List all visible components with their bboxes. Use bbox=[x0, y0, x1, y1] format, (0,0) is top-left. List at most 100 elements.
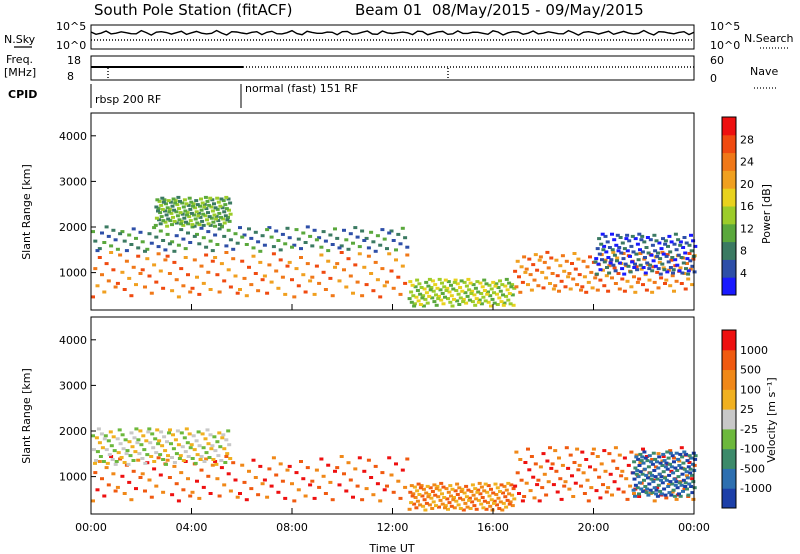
range-cell bbox=[580, 450, 585, 454]
range-cell bbox=[663, 242, 668, 246]
range-cell bbox=[202, 205, 207, 209]
range-cell bbox=[520, 280, 525, 284]
range-cell bbox=[398, 496, 403, 500]
range-cell bbox=[688, 259, 693, 263]
range-cell bbox=[489, 304, 493, 308]
range-cell bbox=[449, 294, 454, 298]
range-cell bbox=[217, 211, 222, 215]
range-cell bbox=[551, 483, 556, 487]
nave-label: Nave bbox=[750, 65, 778, 78]
range-cell bbox=[110, 458, 115, 461]
range-cell bbox=[493, 482, 498, 486]
range-cell bbox=[457, 486, 462, 490]
range-cell bbox=[95, 450, 100, 454]
range-cell bbox=[145, 453, 150, 457]
range-cell bbox=[317, 236, 322, 240]
range-cell bbox=[681, 489, 685, 493]
range-cell bbox=[129, 498, 134, 502]
range-cell bbox=[190, 490, 195, 494]
range-cell bbox=[479, 485, 484, 489]
range-cell bbox=[161, 458, 166, 461]
range-cell bbox=[206, 222, 211, 226]
range-cell bbox=[400, 468, 405, 472]
range-cell bbox=[648, 471, 653, 475]
range-cell bbox=[222, 279, 227, 283]
range-cell bbox=[607, 271, 612, 275]
range-cell bbox=[408, 490, 413, 494]
range-cell bbox=[444, 289, 449, 292]
range-cell bbox=[228, 489, 233, 493]
range-cell bbox=[670, 482, 675, 486]
power-scatter bbox=[91, 195, 698, 308]
range-cell bbox=[467, 498, 472, 502]
range-cell bbox=[400, 264, 405, 268]
range-cell bbox=[102, 290, 107, 294]
range-cell bbox=[653, 264, 658, 268]
range-cell bbox=[691, 257, 696, 261]
range-cell bbox=[434, 504, 438, 508]
range-cell bbox=[643, 273, 648, 277]
range-cell bbox=[382, 237, 387, 241]
range-cell bbox=[227, 443, 232, 447]
colorbar-swatch bbox=[722, 223, 736, 243]
range-cell bbox=[238, 226, 242, 230]
range-cell bbox=[170, 204, 175, 208]
range-cell bbox=[416, 299, 421, 303]
range-cell bbox=[214, 462, 219, 466]
range-cell bbox=[409, 484, 414, 488]
range-cell bbox=[118, 253, 123, 257]
range-cell bbox=[201, 223, 206, 227]
range-cell bbox=[233, 232, 238, 236]
range-cell bbox=[276, 490, 281, 494]
freq-unit-label: [MHz] bbox=[4, 66, 36, 79]
range-cell bbox=[464, 495, 469, 499]
range-cell bbox=[108, 430, 113, 434]
range-cell bbox=[178, 454, 183, 458]
range-cell bbox=[183, 247, 188, 251]
range-cell bbox=[433, 283, 438, 287]
range-cell bbox=[403, 281, 408, 285]
range-cell bbox=[617, 287, 622, 291]
range-cell bbox=[494, 493, 499, 496]
range-cell bbox=[658, 461, 663, 465]
range-cell bbox=[656, 286, 661, 290]
range-cell bbox=[159, 203, 164, 207]
range-cell bbox=[682, 236, 687, 239]
range-cell bbox=[221, 217, 226, 221]
range-cell bbox=[249, 487, 254, 491]
range-cell bbox=[227, 208, 231, 212]
range-cell bbox=[144, 439, 149, 443]
range-cell bbox=[414, 295, 419, 299]
range-cell bbox=[156, 245, 161, 249]
range-cell bbox=[364, 283, 369, 287]
range-cell bbox=[136, 246, 141, 250]
range-cell bbox=[447, 501, 452, 505]
range-cell bbox=[177, 218, 182, 222]
range-cell bbox=[632, 477, 637, 481]
range-cell bbox=[287, 464, 292, 468]
range-cell bbox=[339, 455, 344, 458]
range-cell bbox=[362, 469, 367, 473]
range-cell bbox=[215, 440, 220, 444]
range-cell bbox=[171, 433, 175, 437]
range-cell bbox=[586, 280, 591, 284]
range-cell bbox=[136, 458, 141, 462]
range-cell bbox=[505, 288, 510, 292]
range-cell bbox=[663, 282, 667, 285]
range-cell bbox=[577, 273, 582, 277]
station-title: South Pole Station (fitACF) bbox=[94, 1, 292, 19]
range-cell bbox=[172, 249, 177, 253]
range-cell bbox=[180, 212, 185, 216]
range-cell bbox=[163, 449, 168, 453]
range-cell bbox=[678, 494, 683, 498]
colorbar-swatch bbox=[722, 259, 736, 278]
range-cell bbox=[634, 252, 639, 256]
range-cell bbox=[210, 444, 215, 448]
range-cell bbox=[607, 246, 612, 249]
range-cell bbox=[510, 493, 515, 497]
range-cell bbox=[244, 294, 249, 298]
range-cell bbox=[669, 258, 674, 262]
range-cell bbox=[653, 249, 658, 253]
range-cell bbox=[686, 465, 691, 469]
